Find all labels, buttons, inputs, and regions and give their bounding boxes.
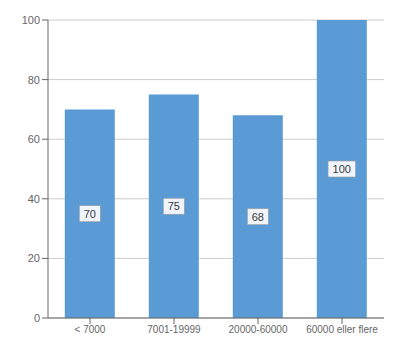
svg-text:0: 0 bbox=[34, 312, 40, 324]
svg-text:< 7000: < 7000 bbox=[75, 324, 106, 335]
svg-text:7001-19999: 7001-19999 bbox=[147, 324, 201, 335]
svg-text:80: 80 bbox=[28, 74, 40, 86]
svg-text:70: 70 bbox=[84, 208, 96, 220]
svg-text:60: 60 bbox=[28, 133, 40, 145]
svg-text:68: 68 bbox=[252, 211, 264, 223]
svg-text:100: 100 bbox=[333, 163, 351, 175]
svg-text:75: 75 bbox=[168, 200, 180, 212]
svg-text:100: 100 bbox=[22, 14, 40, 26]
svg-text:60000 eller flere: 60000 eller flere bbox=[306, 324, 378, 335]
svg-text:20000-60000: 20000-60000 bbox=[229, 324, 288, 335]
svg-text:20: 20 bbox=[28, 252, 40, 264]
svg-text:40: 40 bbox=[28, 193, 40, 205]
